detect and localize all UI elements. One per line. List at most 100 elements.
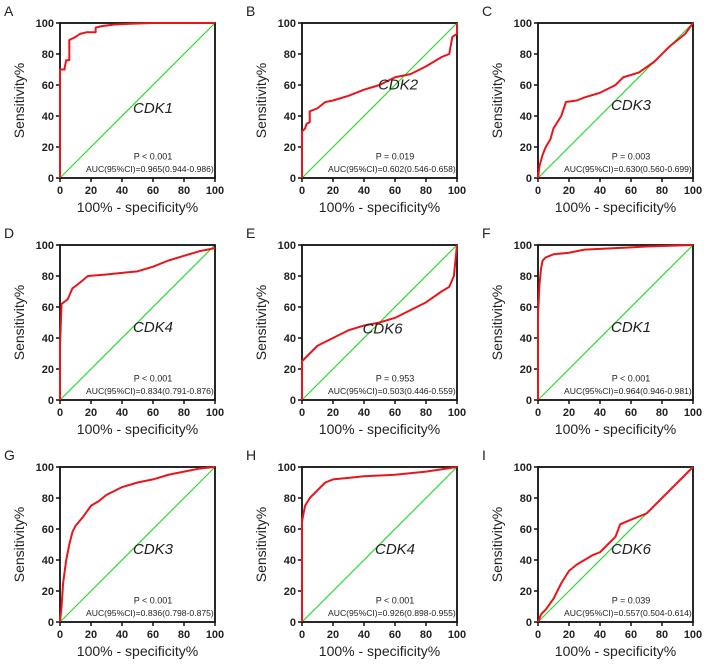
roc-curve <box>301 23 458 178</box>
y-tick-label: 0 <box>290 173 296 185</box>
x-tick-label: 80 <box>420 629 432 641</box>
gene-label: CDK6 <box>611 541 652 558</box>
auc-value: AUC(95%CI)=0.630(0.560-0.699) <box>564 164 692 174</box>
x-tick-label: 40 <box>594 407 606 419</box>
p-value: P = 0.003 <box>612 151 651 161</box>
x-tick-label: 40 <box>594 629 606 641</box>
x-axis-label: 100% - specificity% <box>555 643 676 659</box>
x-tick-label: 40 <box>116 407 128 419</box>
gene-label: CDK1 <box>133 100 173 117</box>
gene-label: CDK6 <box>363 320 404 337</box>
gene-label: CDK3 <box>133 541 174 558</box>
y-tick-label: 40 <box>42 555 54 567</box>
x-axis-label: 100% - specificity% <box>77 421 198 437</box>
x-tick-label: 80 <box>178 407 190 419</box>
auc-value: AUC(95%CI)=0.965(0.944-0.986) <box>86 164 214 174</box>
y-tick-label: 20 <box>42 142 54 154</box>
roc-panel-f: F 00 20 20 40 40 60 60 80 80 100 100 100% - specific… <box>482 225 702 437</box>
x-tick-label: 80 <box>420 407 432 419</box>
x-tick-label: 60 <box>389 407 401 419</box>
auc-value: AUC(95%CI)=0.836(0.798-0.875) <box>86 608 214 618</box>
x-tick-label: 40 <box>116 629 128 641</box>
y-tick-label: 0 <box>290 395 296 407</box>
x-tick-label: 40 <box>358 629 370 641</box>
y-tick-label: 80 <box>42 493 54 505</box>
y-tick-label: 0 <box>48 617 54 629</box>
reference-diagonal <box>537 244 694 401</box>
x-axis-label: 100% - specificity% <box>319 421 440 437</box>
x-tick-label: 60 <box>147 629 159 641</box>
x-tick-label: 20 <box>563 185 575 197</box>
y-tick-label: 40 <box>284 111 296 123</box>
y-tick-label: 60 <box>284 524 296 536</box>
plot-frame <box>59 466 216 623</box>
x-tick-label: 60 <box>147 407 159 419</box>
y-tick-label: 60 <box>284 302 296 314</box>
gene-label: CDK4 <box>133 319 173 336</box>
p-value: P = 0.019 <box>376 151 415 161</box>
roc-curve <box>537 466 694 623</box>
y-axis-label: Sensitivity% <box>253 507 269 582</box>
y-tick-label: 100 <box>278 240 296 252</box>
auc-value: AUC(95%CI)=0.964(0.946-0.981) <box>564 386 692 396</box>
x-tick-label: 100 <box>206 407 224 419</box>
x-tick-label: 0 <box>57 185 63 197</box>
y-tick-label: 20 <box>42 364 54 376</box>
y-tick-label: 80 <box>42 271 54 283</box>
p-value: P < 0.001 <box>134 151 173 161</box>
y-tick-label: 20 <box>42 586 54 598</box>
panel-letter: D <box>4 225 14 241</box>
y-tick-label: 40 <box>42 333 54 345</box>
p-value: P < 0.001 <box>376 595 415 605</box>
y-tick-label: 100 <box>278 462 296 474</box>
gene-label: CDK3 <box>611 97 652 114</box>
x-tick-label: 0 <box>299 629 305 641</box>
roc-panel-d: D 00 20 20 40 40 60 60 80 80 100 100 100% - specific… <box>4 225 224 437</box>
x-tick-label: 100 <box>448 407 466 419</box>
y-tick-label: 100 <box>36 18 54 30</box>
y-axis-label: Sensitivity% <box>11 507 27 582</box>
roc-panel-b: B 00 20 20 40 40 60 60 80 80 100 100 100% - specific… <box>246 3 466 215</box>
y-tick-label: 80 <box>284 49 296 61</box>
plot-frame <box>301 244 458 401</box>
y-tick-label: 80 <box>284 271 296 283</box>
auc-value: AUC(95%CI)=0.834(0.791-0.876) <box>86 386 214 396</box>
y-axis-label: Sensitivity% <box>11 285 27 360</box>
plot-frame <box>537 22 694 179</box>
x-tick-label: 60 <box>625 407 637 419</box>
gene-label: CDK1 <box>611 319 651 336</box>
x-tick-label: 20 <box>563 407 575 419</box>
x-tick-label: 100 <box>684 185 702 197</box>
y-tick-label: 20 <box>284 364 296 376</box>
panel-letter: H <box>246 447 256 463</box>
p-value: P = 0.039 <box>612 595 651 605</box>
y-tick-label: 40 <box>42 111 54 123</box>
x-tick-label: 100 <box>206 629 224 641</box>
x-tick-label: 20 <box>327 629 339 641</box>
x-tick-label: 80 <box>656 407 668 419</box>
y-axis-label: Sensitivity% <box>253 285 269 360</box>
y-tick-label: 20 <box>520 142 532 154</box>
auc-value: AUC(95%CI)=0.602(0.546-0.658) <box>328 164 456 174</box>
y-tick-label: 20 <box>284 142 296 154</box>
roc-panel-h: H 00 20 20 40 40 60 60 80 80 100 100 100% - specific… <box>246 447 466 659</box>
x-tick-label: 80 <box>178 185 190 197</box>
x-axis-label: 100% - specificity% <box>77 199 198 215</box>
x-tick-label: 0 <box>299 407 305 419</box>
x-tick-label: 60 <box>389 185 401 197</box>
panel-letter: I <box>482 447 486 463</box>
x-tick-label: 0 <box>299 185 305 197</box>
roc-curve <box>301 466 458 622</box>
x-tick-label: 0 <box>535 407 541 419</box>
y-tick-label: 20 <box>284 586 296 598</box>
panel-letter: A <box>4 3 14 19</box>
reference-diagonal <box>59 466 216 623</box>
y-tick-label: 100 <box>514 240 532 252</box>
y-tick-label: 80 <box>284 493 296 505</box>
y-tick-label: 0 <box>526 173 532 185</box>
x-tick-label: 100 <box>448 629 466 641</box>
x-tick-label: 20 <box>327 407 339 419</box>
y-tick-label: 0 <box>526 617 532 629</box>
x-tick-label: 20 <box>563 629 575 641</box>
reference-diagonal <box>59 244 216 401</box>
